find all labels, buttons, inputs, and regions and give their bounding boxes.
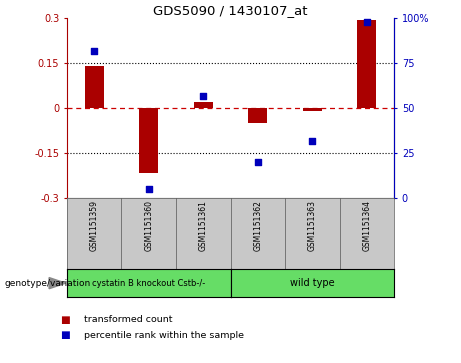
- Text: GSM1151364: GSM1151364: [362, 200, 372, 251]
- Point: [363, 19, 371, 25]
- Bar: [303, 108, 322, 111]
- Text: genotype/variation: genotype/variation: [5, 279, 91, 287]
- Point: [254, 159, 261, 165]
- Bar: [357, 20, 377, 108]
- Bar: [84, 66, 104, 108]
- Text: ■: ■: [60, 315, 70, 325]
- Point: [200, 93, 207, 98]
- Text: ■: ■: [60, 330, 70, 340]
- Text: transformed count: transformed count: [84, 315, 172, 324]
- Point: [308, 138, 316, 143]
- Bar: [139, 108, 158, 173]
- Text: GSM1151359: GSM1151359: [89, 200, 99, 251]
- Text: GSM1151363: GSM1151363: [308, 200, 317, 251]
- Point: [90, 48, 98, 53]
- Text: wild type: wild type: [290, 278, 335, 288]
- Title: GDS5090 / 1430107_at: GDS5090 / 1430107_at: [153, 4, 308, 17]
- Text: GSM1151360: GSM1151360: [144, 200, 153, 251]
- Text: GSM1151362: GSM1151362: [253, 200, 262, 251]
- Polygon shape: [49, 278, 65, 289]
- Bar: [194, 102, 213, 108]
- Text: cystatin B knockout Cstb-/-: cystatin B knockout Cstb-/-: [92, 279, 205, 287]
- Text: GSM1151361: GSM1151361: [199, 200, 208, 251]
- Bar: [248, 108, 267, 123]
- Point: [145, 186, 152, 192]
- Text: percentile rank within the sample: percentile rank within the sample: [84, 331, 244, 340]
